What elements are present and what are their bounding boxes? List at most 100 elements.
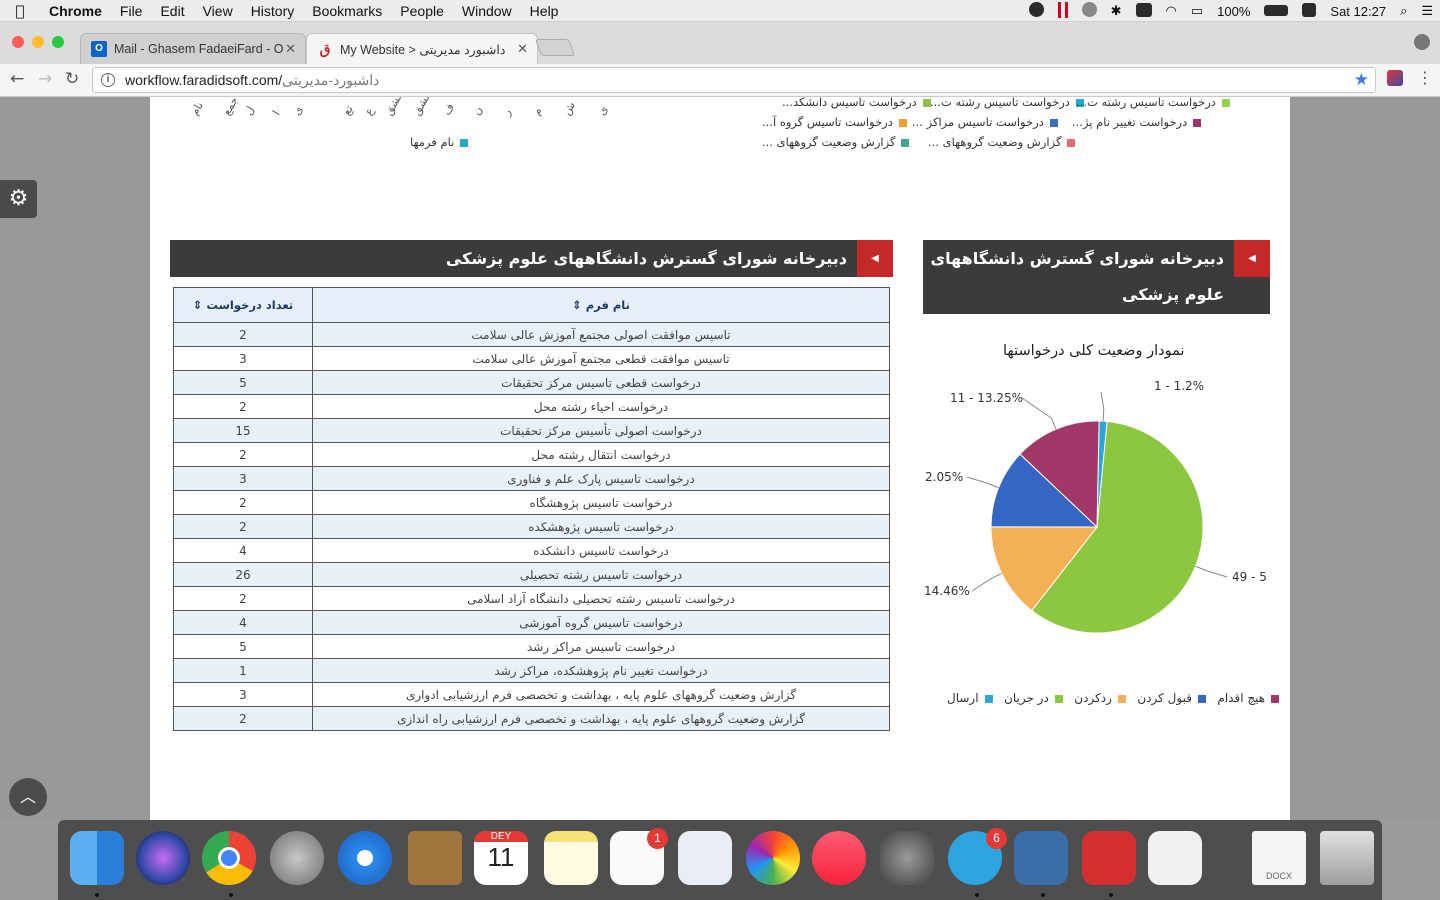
legend-swatch	[1075, 98, 1084, 107]
apple-icon[interactable]: 	[0, 2, 40, 20]
parallels-windows-icon[interactable]	[1014, 831, 1068, 885]
safari-icon[interactable]	[338, 831, 392, 885]
tab-mail[interactable]: O Mail - Ghasem FadaeiFard - O ✕	[80, 33, 306, 64]
battery-icon[interactable]	[1257, 4, 1295, 19]
minimize-window-icon[interactable]	[32, 36, 44, 48]
siri-icon[interactable]	[136, 831, 190, 885]
sort-icon[interactable]: ⇕	[192, 298, 203, 312]
parallels-window-thumbnail[interactable]	[1148, 831, 1202, 885]
bookmark-star-icon[interactable]: ★	[1353, 70, 1369, 89]
close-window-icon[interactable]	[12, 36, 24, 48]
column-request-count[interactable]: تعداد درخواست ⇕	[173, 287, 313, 323]
legend-item-rejected[interactable]: ردکردن	[1074, 691, 1126, 705]
table-row[interactable]: تاسیس موافقت اصولی مجتمع آموزش عالی سلام…	[173, 322, 890, 347]
table-row[interactable]: درخواست تاسیس رشته تحصیلی دانشگاه آزاد ا…	[173, 586, 890, 611]
new-tab-button[interactable]	[534, 39, 576, 56]
back-icon[interactable]: ←	[10, 69, 25, 89]
system-preferences-icon[interactable]	[880, 831, 934, 885]
creative-cloud-icon[interactable]	[1075, 2, 1104, 20]
scroll-to-top-button[interactable]: ︿	[9, 778, 47, 816]
menu-history[interactable]: History	[250, 2, 295, 19]
info-icon[interactable]: i	[101, 73, 115, 87]
preview-icon[interactable]	[678, 831, 732, 885]
menu-file[interactable]: File	[119, 2, 143, 19]
contacts-icon[interactable]	[408, 831, 462, 885]
calendar-icon[interactable]: DEY 11	[474, 831, 528, 885]
launchpad-icon[interactable]	[270, 831, 324, 885]
remote-desktop-icon[interactable]	[1082, 831, 1136, 885]
notification-center-icon[interactable]: ☰	[1421, 3, 1433, 18]
table-row[interactable]: درخواست اصولی تأسیس مرکز تحقیقات 15	[173, 418, 890, 443]
pie-slice-0[interactable]	[1096, 420, 1108, 528]
table-row[interactable]: درخواست تاسیس پژوهشکده 2	[173, 514, 890, 539]
collapse-arrow-icon[interactable]: ◀	[1234, 240, 1270, 277]
menu-view[interactable]: View	[202, 2, 233, 19]
settings-gear-icon[interactable]: ⚙	[0, 180, 37, 218]
cell-request-count: 3	[173, 466, 313, 491]
battery-percent[interactable]: 100%	[1217, 3, 1251, 19]
table-row[interactable]: درخواست تاسیس دانشکده 4	[173, 538, 890, 563]
table-row[interactable]: درخواست انتقال رشته محل 2	[173, 442, 890, 467]
finder-icon[interactable]	[70, 831, 124, 885]
table-row[interactable]: درخواست تاسیس پارک علم و فناوری 3	[173, 466, 890, 491]
address-bar[interactable]: i workflow.faradidsoft.com/ داشبورد-مدیر…	[92, 67, 1376, 93]
menu-window[interactable]: Window	[461, 2, 512, 19]
left-panel-title: دبیرخانه شورای گسترش دانشگاههای علوم پزش…	[445, 249, 847, 268]
notes-icon[interactable]	[544, 831, 598, 885]
pie-slice-3[interactable]	[990, 453, 1099, 528]
menu-people[interactable]: People	[400, 2, 444, 19]
photos-icon[interactable]	[746, 831, 800, 885]
clock[interactable]: Sat 12:27	[1330, 3, 1387, 19]
itunes-icon[interactable]	[812, 831, 866, 885]
table-row[interactable]: گزارش وضعیت گروههای علوم پایه ، بهداشت و…	[173, 706, 890, 731]
table-row[interactable]: درخواست تاسیس پژوهشگاه 2	[173, 490, 890, 515]
legend-item-send[interactable]: ارسال	[947, 691, 993, 705]
reload-icon[interactable]: ↻	[65, 69, 80, 89]
table-row[interactable]: درخواست قطعی تاسیس مرکز تحقیقات 5	[173, 370, 890, 395]
collapse-arrow-icon[interactable]: ◀	[857, 240, 893, 277]
legend-item-no-action[interactable]: هیچ اقدام	[1217, 691, 1280, 705]
legend-item-accepted[interactable]: قبول کردن	[1137, 691, 1206, 705]
airplay-icon[interactable]: ▭	[1190, 3, 1204, 18]
table-row[interactable]: درخواست تاسیس گروه آموزشی 4	[173, 610, 890, 635]
docx-file-icon[interactable]: DOCX	[1252, 831, 1306, 885]
keyboard-icon[interactable]	[1129, 2, 1159, 20]
pie-slice-2[interactable]	[990, 526, 1099, 612]
legend-swatch	[1049, 118, 1058, 127]
table-row[interactable]: درخواست تغییر نام پژوهشکده، مراکز رشد 1	[173, 658, 890, 683]
menu-help[interactable]: Help	[529, 2, 559, 19]
forward-icon[interactable]: →	[38, 69, 53, 89]
parallels-icon[interactable]	[1051, 1, 1075, 21]
pie-slice-4[interactable]	[1019, 420, 1100, 529]
column-form-name[interactable]: نام فرم ⇕	[312, 287, 890, 323]
spotlight-icon[interactable]: ⌕	[1400, 3, 1408, 18]
legend-item-in-progress[interactable]: در جریان	[1004, 691, 1063, 705]
pie-label-rejected: 14.46%	[924, 584, 970, 598]
table-row[interactable]: گزارش وضعیت گروههای علوم پایه ، بهداشت و…	[173, 682, 890, 707]
pie-connector-1	[1195, 565, 1228, 578]
sort-icon[interactable]: ⇕	[572, 298, 582, 312]
tab-my-website[interactable]: ق My Website > داشبورد مدیریتی ✕	[306, 33, 538, 64]
running-indicator	[95, 893, 99, 897]
navigation-icon[interactable]	[1022, 2, 1051, 20]
wifi-icon[interactable]: ◠	[1165, 3, 1177, 18]
table-row[interactable]: درخواست احیاء رشته محل 2	[173, 394, 890, 419]
close-icon[interactable]: ✕	[285, 41, 296, 56]
table-row[interactable]: تاسیس موافقت قطعی مجتمع آموزش عالی سلامت…	[173, 346, 890, 371]
user-icon[interactable]	[1295, 2, 1323, 20]
chrome-icon[interactable]	[202, 831, 256, 885]
menu-bookmarks[interactable]: Bookmarks	[312, 2, 383, 19]
bluetooth-icon[interactable]: ✱	[1110, 3, 1122, 18]
menu-edit[interactable]: Edit	[160, 2, 185, 19]
trash-icon[interactable]	[1320, 831, 1374, 885]
chrome-menu-icon[interactable]: ⋮	[1417, 68, 1433, 87]
tab-website-title: My Website > داشبورد مدیریتی	[340, 42, 506, 57]
extension-icon[interactable]	[1387, 70, 1403, 86]
close-icon[interactable]: ✕	[517, 41, 528, 56]
pie-slice-1[interactable]	[1031, 420, 1204, 634]
menu-app-name[interactable]: Chrome	[49, 2, 102, 19]
table-row[interactable]: درخواست تاسیس رشته تحصیلی 26	[173, 562, 890, 587]
maximize-window-icon[interactable]	[52, 36, 64, 48]
profile-icon[interactable]	[1414, 34, 1430, 50]
table-row[interactable]: درخواست تاسیس مراکز رشد 5	[173, 634, 890, 659]
